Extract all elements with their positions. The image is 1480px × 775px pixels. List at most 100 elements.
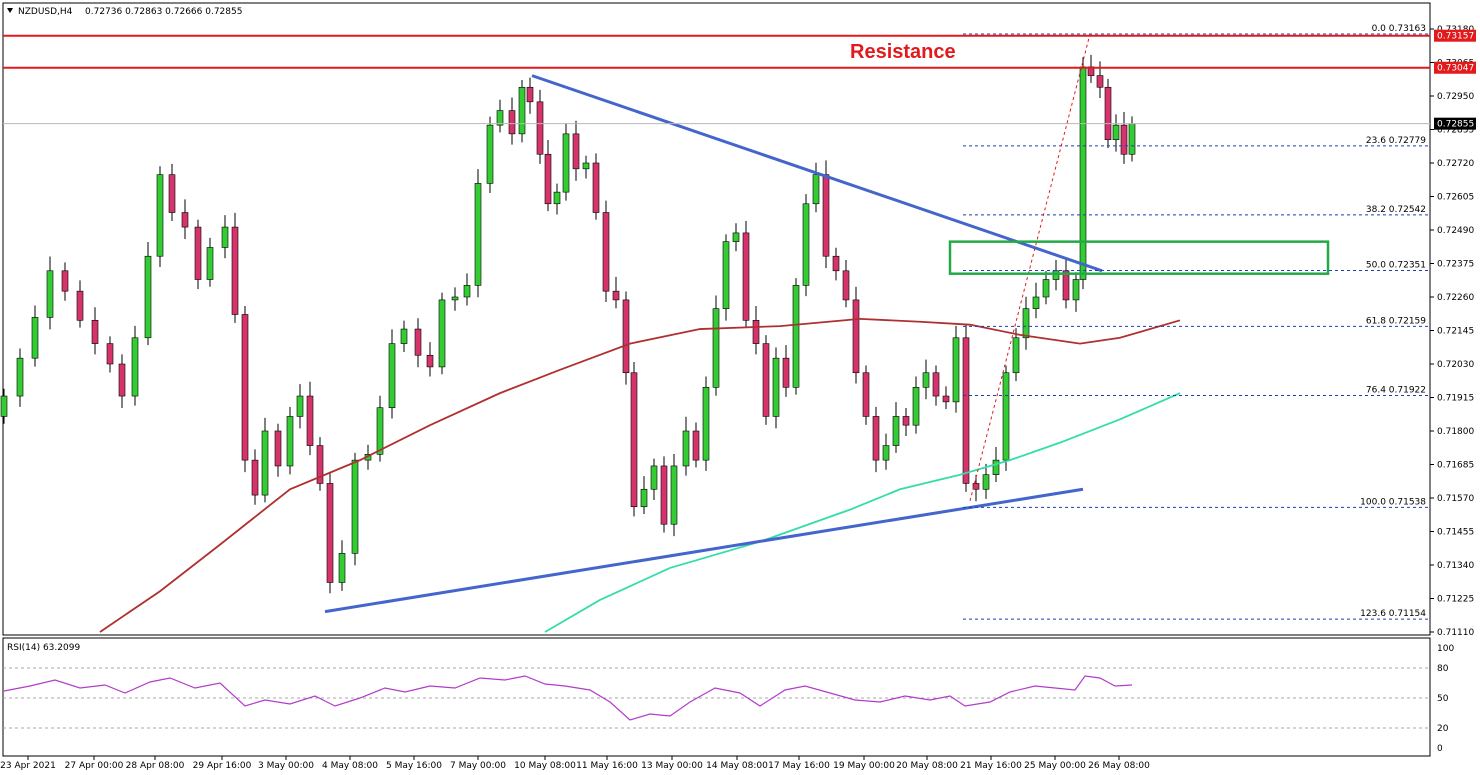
candle-body <box>822 174 830 257</box>
candle-body <box>1062 270 1070 301</box>
candle-body <box>812 174 820 205</box>
price-tick-label: 0.71570 <box>1437 494 1474 504</box>
breakout-zone <box>948 240 1330 275</box>
candle-body <box>168 174 176 213</box>
candle-body <box>118 363 126 397</box>
price-tick-label: 0.72605 <box>1437 193 1474 203</box>
candle-body <box>742 232 750 321</box>
fib-level-label: 50.0 0.72351 <box>1366 260 1426 270</box>
candle-body <box>1012 337 1020 374</box>
time-tick-label: 19 May 00:00 <box>833 761 895 771</box>
price-tick-label: 0.72375 <box>1437 260 1474 270</box>
candle-body <box>932 372 940 397</box>
candle-body <box>660 465 668 525</box>
price-tick-label: 0.72260 <box>1437 293 1474 303</box>
candle-body <box>882 445 890 461</box>
candle-body <box>872 416 880 461</box>
candle-body <box>426 354 434 368</box>
time-tick-label: 13 May 00:00 <box>641 761 703 771</box>
candle-body <box>772 357 780 417</box>
candle-body <box>612 290 620 301</box>
candle-body <box>762 343 770 417</box>
candle-body <box>76 290 84 321</box>
candle-body <box>982 474 990 490</box>
candle-body <box>438 299 446 368</box>
candle-body <box>1052 270 1060 280</box>
candle-body <box>474 183 482 286</box>
time-tick-label: 28 Apr 08:00 <box>126 761 185 771</box>
price-tag-label: 0.73157 <box>1437 32 1474 42</box>
candle-body <box>962 337 970 484</box>
candle-body <box>922 372 930 388</box>
candle-body <box>131 337 139 397</box>
time-tick-label: 25 May 00:00 <box>1024 761 1086 771</box>
candle-body <box>16 357 24 397</box>
candle-body <box>1104 86 1112 140</box>
candle-body <box>572 133 580 170</box>
candle-body <box>326 483 334 583</box>
candle-body <box>622 299 630 374</box>
rsi-level-label: 50 <box>1437 694 1449 704</box>
candle-body <box>451 296 459 301</box>
candle-body <box>792 285 800 388</box>
candle-body <box>892 416 900 446</box>
chevron-down-icon[interactable] <box>7 8 13 13</box>
candle-body <box>31 317 39 359</box>
rsi-label: RSI(14) 63.2099 <box>7 643 80 653</box>
candle-body <box>106 343 114 365</box>
candle-body <box>722 241 730 309</box>
fib-level-label: 76.4 0.71922 <box>1366 385 1426 395</box>
candle-body <box>1128 123 1136 155</box>
candle-body <box>316 445 324 484</box>
time-tick-label: 14 May 08:00 <box>706 761 768 771</box>
candle-body <box>156 174 164 257</box>
candle-body <box>582 162 590 170</box>
price-tag-label: 0.73047 <box>1437 64 1474 74</box>
rsi-pane-frame <box>2 637 1431 757</box>
candle-body <box>782 357 790 388</box>
fib-level-label: 123.6 0.71154 <box>1360 609 1426 619</box>
rsi-level-label: 0 <box>1437 744 1443 754</box>
fib-level-label: 23.6 0.72779 <box>1366 136 1426 146</box>
candle-body <box>732 232 740 242</box>
candle-body <box>942 395 950 403</box>
time-tick-label: 20 May 08:00 <box>896 761 958 771</box>
main-pane: 0.0 0.73163 23.6 0.72779 38.2 0.72542 50.0 … <box>0 24 1430 633</box>
candle-body <box>802 203 810 286</box>
candle-body <box>274 430 282 467</box>
price-tick-label: 0.71455 <box>1437 528 1474 538</box>
candle-body <box>1032 296 1040 309</box>
candle-body <box>902 416 910 426</box>
candle-body <box>526 86 534 103</box>
time-tick-label: 29 Apr 16:00 <box>193 761 252 771</box>
candle-body <box>952 337 960 403</box>
price-tick-label: 0.72950 <box>1437 92 1474 102</box>
candle-body <box>463 285 471 298</box>
candle-body <box>842 270 850 301</box>
candle-body <box>972 483 980 490</box>
price-tick-label: 0.71685 <box>1437 461 1474 471</box>
ohlc-label: 0.72736 0.72863 0.72666 0.72855 <box>85 7 242 17</box>
candle-body <box>752 320 760 344</box>
candle-body <box>670 465 678 525</box>
price-tick-label: 0.71110 <box>1437 628 1474 638</box>
candle-body <box>630 372 638 508</box>
candle-body <box>91 320 99 344</box>
candle-body <box>702 387 710 461</box>
time-tick-label: 17 May 16:00 <box>768 761 830 771</box>
time-tick-label: 5 May 16:00 <box>386 761 442 771</box>
candle-body <box>912 387 920 426</box>
candle-body <box>486 124 494 184</box>
time-tick-label: 21 May 16:00 <box>960 761 1022 771</box>
candle-body <box>1112 124 1120 140</box>
price-axis: 0.731800.730650.729500.728350.727200.726… <box>1430 25 1476 638</box>
candle-body <box>640 488 648 508</box>
descending-trendline <box>531 74 1103 273</box>
candle-body <box>351 459 359 554</box>
candle-body <box>832 255 840 272</box>
price-tick-label: 0.72490 <box>1437 226 1474 236</box>
main-pane-frame <box>2 2 1431 636</box>
candle-body <box>46 270 54 318</box>
